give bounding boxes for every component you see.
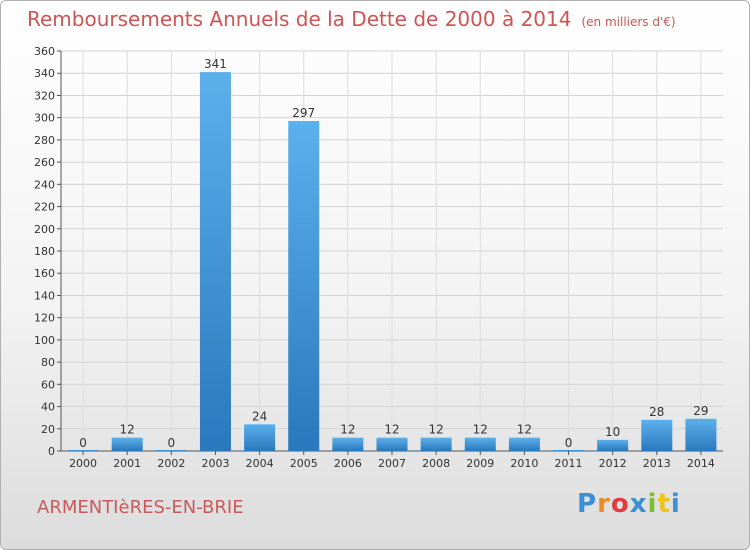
chart-title-text: Remboursements Annuels de la Dette de 20…	[27, 7, 572, 31]
bar	[67, 450, 99, 451]
y-tick-label: 240	[34, 178, 55, 191]
data-label: 28	[649, 405, 664, 419]
x-tick-label: 2002	[157, 457, 185, 470]
bar	[597, 439, 629, 451]
axes: 0204060801001201401601802002202402602803…	[34, 45, 723, 470]
data-label: 0	[168, 436, 176, 450]
logo-letter: P	[577, 489, 598, 519]
data-label: 12	[340, 423, 355, 437]
y-tick-label: 280	[34, 134, 55, 147]
x-tick-label: 2007	[378, 457, 406, 470]
data-label: 12	[428, 423, 443, 437]
x-tick-label: 2012	[599, 457, 627, 470]
bar	[244, 424, 276, 451]
logo-letter: r	[597, 489, 611, 519]
commune-name: ARMENTIèRES-EN-BRIE	[37, 497, 244, 518]
data-label: 0	[565, 436, 573, 450]
x-tick-label: 2014	[687, 457, 715, 470]
x-tick-label: 2011	[555, 457, 583, 470]
y-tick-label: 140	[34, 289, 55, 302]
chart-unit: (en milliers d'€)	[581, 15, 676, 29]
bar	[685, 418, 717, 451]
x-tick-label: 2010	[510, 457, 538, 470]
data-label: 0	[79, 436, 87, 450]
bar	[420, 437, 452, 451]
bars	[67, 72, 717, 451]
y-tick-label: 340	[34, 67, 55, 80]
data-label: 12	[120, 423, 135, 437]
bar	[199, 72, 231, 451]
logo-letter: x	[629, 489, 648, 519]
y-tick-label: 0	[48, 445, 55, 458]
bar	[376, 437, 408, 451]
bar	[155, 450, 187, 451]
data-label: 29	[693, 404, 708, 418]
y-tick-label: 80	[41, 356, 55, 369]
bar	[332, 437, 364, 451]
y-tick-label: 20	[41, 423, 55, 436]
data-label: 341	[204, 57, 227, 71]
logo-letter: i	[670, 489, 681, 519]
data-label: 12	[517, 423, 532, 437]
y-tick-label: 300	[34, 112, 55, 125]
data-label: 297	[292, 106, 315, 120]
y-tick-label: 120	[34, 312, 55, 325]
bar	[553, 450, 585, 451]
y-tick-label: 200	[34, 223, 55, 236]
y-tick-label: 160	[34, 267, 55, 280]
logo-letter: i	[647, 489, 658, 519]
y-tick-label: 320	[34, 89, 55, 102]
y-tick-label: 180	[34, 245, 55, 258]
bar	[288, 121, 320, 451]
x-tick-label: 2009	[466, 457, 494, 470]
y-tick-label: 220	[34, 201, 55, 214]
x-tick-label: 2005	[290, 457, 318, 470]
y-tick-label: 40	[41, 401, 55, 414]
y-tick-label: 60	[41, 378, 55, 391]
x-tick-label: 2008	[422, 457, 450, 470]
x-tick-label: 2003	[201, 457, 229, 470]
value-labels: 0 12 0 341 24 297 12 12 12 12 12 0 10 28 29	[79, 57, 708, 450]
x-tick-label: 2000	[69, 457, 97, 470]
bar	[508, 437, 540, 451]
data-label: 12	[384, 423, 399, 437]
data-label: 24	[252, 409, 267, 423]
data-label: 10	[605, 425, 620, 439]
logo-letter: o	[610, 489, 630, 519]
bar	[464, 437, 496, 451]
bar	[641, 419, 673, 451]
logo-letter: t	[657, 489, 671, 519]
data-label: 12	[473, 423, 488, 437]
y-tick-label: 260	[34, 156, 55, 169]
proxiti-logo: Proxiti	[577, 489, 681, 519]
x-tick-label: 2004	[246, 457, 274, 470]
bar	[111, 437, 143, 451]
x-tick-label: 2013	[643, 457, 671, 470]
x-tick-label: 2001	[113, 457, 141, 470]
grid-lines	[61, 50, 723, 452]
chart-title: Remboursements Annuels de la Dette de 20…	[27, 7, 676, 31]
y-tick-label: 360	[34, 45, 55, 58]
x-tick-label: 2006	[334, 457, 362, 470]
y-tick-label: 100	[34, 334, 55, 347]
